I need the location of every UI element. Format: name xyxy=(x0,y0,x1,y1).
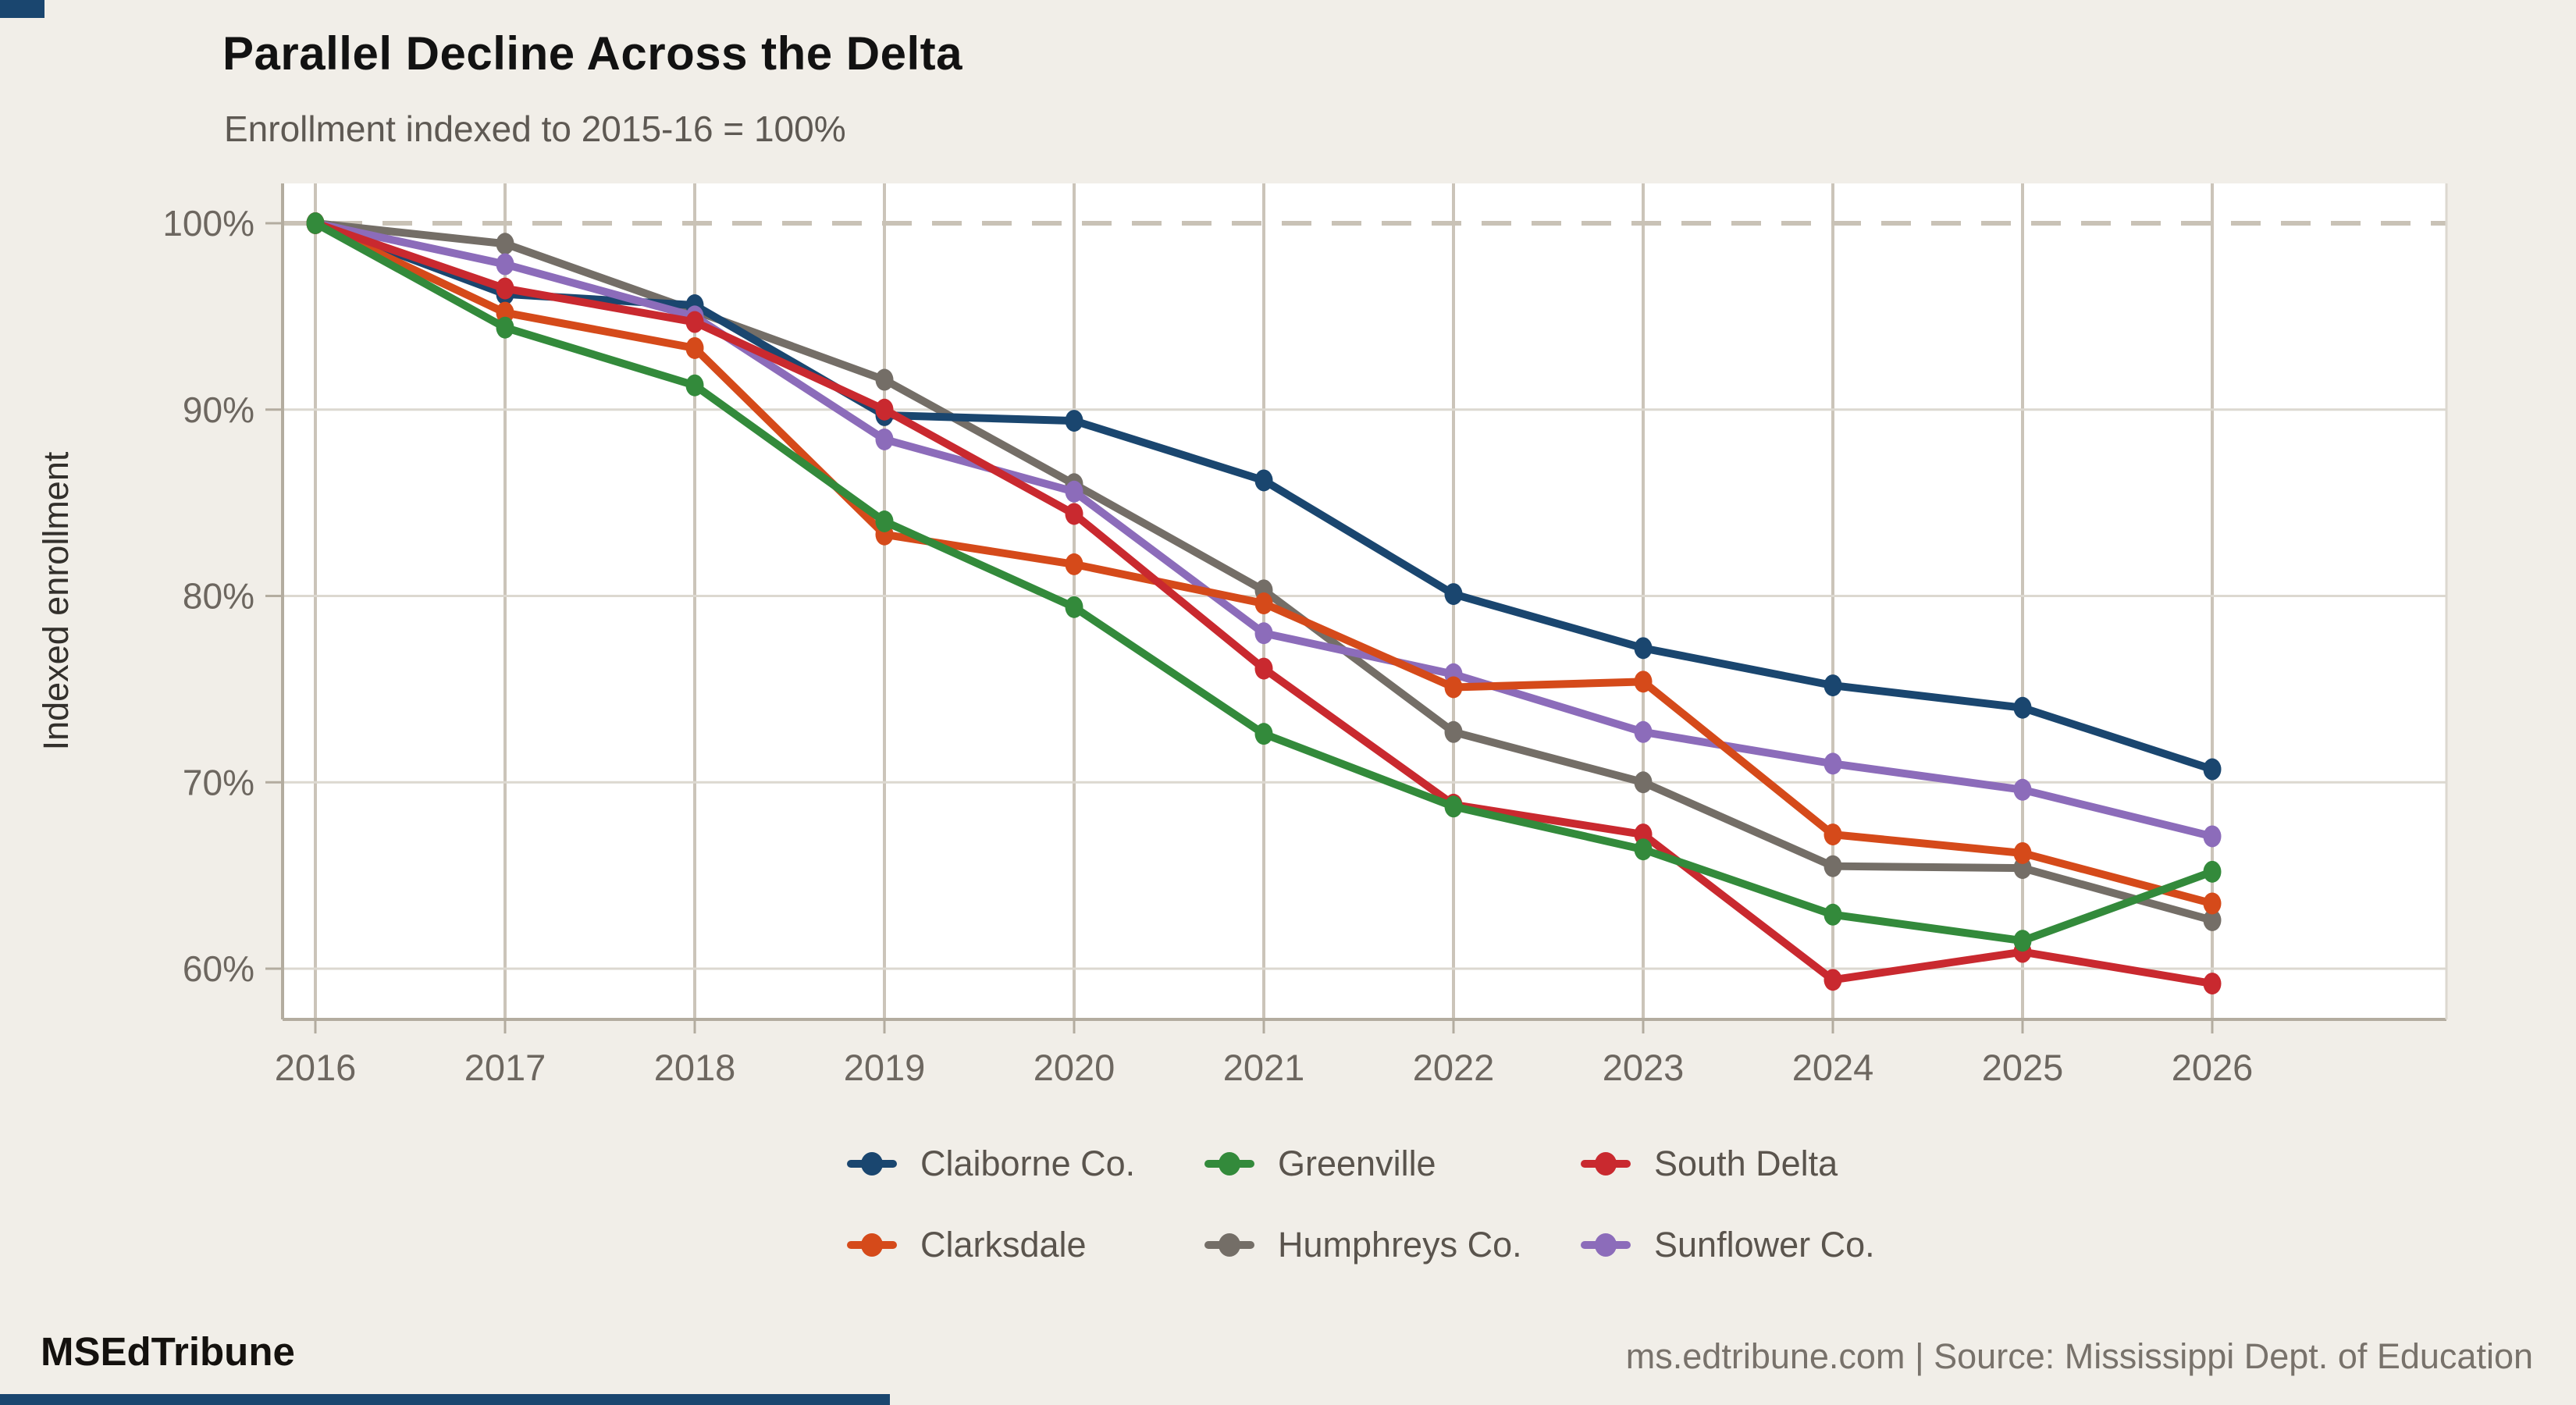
x-tick-label-2023: 2023 xyxy=(1603,1047,1685,1088)
legend-label-humphreys-co: Humphreys Co. xyxy=(1278,1225,1522,1264)
data-point-greenville-2023 xyxy=(1634,838,1653,861)
data-point-claiborne-co-2022 xyxy=(1444,583,1463,606)
data-point-clarksdale-2026 xyxy=(2203,892,2222,915)
data-point-south-delta-2020 xyxy=(1065,503,1083,525)
legend-label-south-delta: South Delta xyxy=(1654,1144,1838,1183)
data-point-humphreys-co-2024 xyxy=(1823,855,1842,877)
legend-item-greenville: Greenville xyxy=(1204,1141,1581,1186)
brand-accent-bottom-bar xyxy=(0,1394,890,1405)
legend-label-sunflower-co: Sunflower Co. xyxy=(1654,1225,1875,1264)
data-point-south-delta-2021 xyxy=(1254,657,1273,680)
x-tick-label-2024: 2024 xyxy=(1792,1047,1874,1088)
x-tick-label-2016: 2016 xyxy=(275,1047,357,1088)
chart-title: Parallel Decline Across the Delta xyxy=(222,27,963,80)
x-tick-label-2019: 2019 xyxy=(844,1047,926,1088)
legend-marker-humphreys-co xyxy=(1204,1241,1254,1249)
plot-area xyxy=(283,183,2446,1019)
x-tick-label-2021: 2021 xyxy=(1223,1047,1305,1088)
data-point-claiborne-co-2026 xyxy=(2203,758,2222,781)
data-point-claiborne-co-2024 xyxy=(1823,674,1842,697)
chart-subtitle: Enrollment indexed to 2015-16 = 100% xyxy=(224,108,846,149)
data-point-clarksdale-2024 xyxy=(1823,823,1842,846)
data-point-clarksdale-2023 xyxy=(1634,670,1653,693)
data-point-claiborne-co-2020 xyxy=(1065,410,1083,432)
data-point-south-delta-2018 xyxy=(685,311,704,333)
data-point-sunflower-co-2025 xyxy=(2013,778,2032,801)
data-point-humphreys-co-2026 xyxy=(2203,909,2222,931)
x-tick-label-2025: 2025 xyxy=(1982,1047,2064,1088)
data-point-clarksdale-2021 xyxy=(1254,592,1273,615)
data-point-humphreys-co-2023 xyxy=(1634,771,1653,794)
data-point-south-delta-2019 xyxy=(875,398,894,421)
legend-marker-south-delta xyxy=(1581,1160,1631,1168)
data-point-greenville-2021 xyxy=(1254,723,1273,745)
legend-item-humphreys-co: Humphreys Co. xyxy=(1204,1222,1581,1268)
data-point-south-delta-2017 xyxy=(496,277,514,300)
data-point-humphreys-co-2022 xyxy=(1444,720,1463,743)
source-attribution: ms.edtribune.com | Source: Mississippi D… xyxy=(1625,1336,2533,1376)
data-point-greenville-2017 xyxy=(496,316,514,339)
legend-item-clarksdale: Clarksdale xyxy=(847,1222,1204,1268)
legend-item-south-delta: South Delta xyxy=(1581,1141,1955,1186)
data-point-greenville-2024 xyxy=(1823,903,1842,926)
legend-marker-greenville xyxy=(1204,1160,1254,1168)
x-tick-label-2022: 2022 xyxy=(1413,1047,1495,1088)
data-point-humphreys-co-2017 xyxy=(496,233,514,255)
x-tick-label-2026: 2026 xyxy=(2172,1047,2254,1088)
data-point-claiborne-co-2025 xyxy=(2013,696,2032,719)
data-point-greenville-2022 xyxy=(1444,795,1463,818)
legend-marker-claiborne-co xyxy=(847,1160,897,1168)
y-tick-label-70: 70% xyxy=(183,762,254,802)
data-point-south-delta-2026 xyxy=(2203,973,2222,995)
data-point-greenville-2026 xyxy=(2203,860,2222,883)
x-tick-label-2018: 2018 xyxy=(654,1047,736,1088)
legend-label-claiborne-co: Claiborne Co. xyxy=(920,1144,1136,1183)
x-tick-label-2020: 2020 xyxy=(1034,1047,1115,1088)
data-point-greenville-2018 xyxy=(685,374,704,397)
data-point-clarksdale-2020 xyxy=(1065,553,1083,575)
data-point-sunflower-co-2017 xyxy=(496,253,514,276)
data-point-greenville-2019 xyxy=(875,510,894,532)
legend-item-sunflower-co: Sunflower Co. xyxy=(1581,1222,1955,1268)
data-point-south-delta-2024 xyxy=(1823,969,1842,991)
brand-accent-top-bar xyxy=(0,0,44,18)
y-tick-label-60: 60% xyxy=(183,948,254,989)
legend-marker-clarksdale xyxy=(847,1241,897,1249)
y-axis-title: Indexed enrollment xyxy=(36,451,76,751)
data-point-sunflower-co-2026 xyxy=(2203,825,2222,848)
legend-label-greenville: Greenville xyxy=(1278,1144,1436,1183)
y-tick-label-100: 100% xyxy=(162,203,254,244)
legend-label-clarksdale: Clarksdale xyxy=(920,1225,1087,1264)
data-point-sunflower-co-2021 xyxy=(1254,622,1273,645)
data-point-sunflower-co-2020 xyxy=(1065,480,1083,503)
publisher-brand: MSEdTribune xyxy=(41,1329,295,1374)
data-point-claiborne-co-2021 xyxy=(1254,469,1273,492)
legend-item-claiborne-co: Claiborne Co. xyxy=(847,1141,1204,1186)
data-point-sunflower-co-2019 xyxy=(875,428,894,450)
data-point-humphreys-co-2019 xyxy=(875,368,894,391)
data-point-claiborne-co-2023 xyxy=(1634,637,1653,660)
data-point-clarksdale-2022 xyxy=(1444,676,1463,699)
y-tick-label-90: 90% xyxy=(183,389,254,430)
y-tick-label-80: 80% xyxy=(183,576,254,617)
data-point-greenville-2025 xyxy=(2013,930,2032,952)
data-point-greenville-2016 xyxy=(306,212,325,234)
data-point-greenville-2020 xyxy=(1065,596,1083,618)
data-point-clarksdale-2018 xyxy=(685,336,704,359)
legend-marker-sunflower-co xyxy=(1581,1241,1631,1249)
data-point-sunflower-co-2024 xyxy=(1823,752,1842,775)
data-point-clarksdale-2025 xyxy=(2013,841,2032,864)
x-tick-label-2017: 2017 xyxy=(464,1047,546,1088)
data-point-sunflower-co-2023 xyxy=(1634,720,1653,743)
chart-legend: Claiborne Co. Greenville South Delta Clarks… xyxy=(847,1141,1955,1268)
